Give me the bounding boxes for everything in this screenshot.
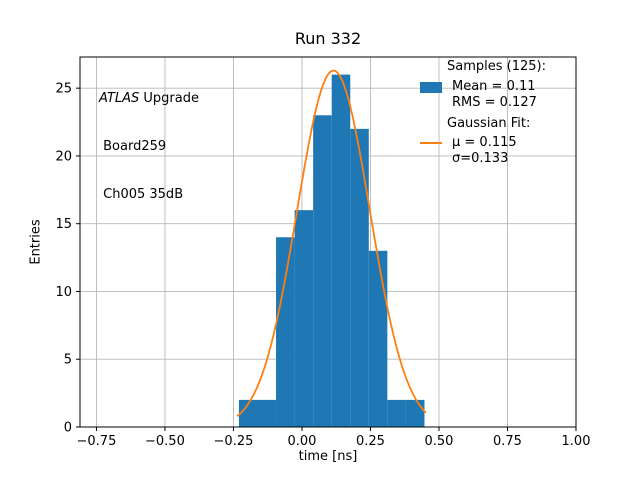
annotation-line-3: Ch005 35dB [99, 187, 184, 202]
x-tick-label: −0.75 [77, 434, 117, 449]
x-tick-label: −0.25 [214, 434, 254, 449]
x-tick-label: −0.50 [145, 434, 185, 449]
y-axis-label: Entries [28, 219, 44, 265]
x-axis-label: time [ns] [298, 449, 358, 464]
legend-mu-label: μ = 0.115 [452, 135, 517, 150]
x-tick-label: 0.25 [356, 434, 385, 449]
histogram-bar [294, 210, 314, 427]
histogram-swatch-icon [420, 81, 442, 93]
histogram-bar [387, 399, 406, 427]
histogram-bar [276, 237, 295, 427]
legend-entry-fit: μ = 0.115 [420, 135, 546, 151]
annotation-upgrade: Upgrade [139, 91, 199, 106]
x-tick-label: 1.00 [562, 434, 591, 449]
legend-mean-label: Mean = 0.11 [452, 79, 536, 94]
legend-entry-histogram: Mean = 0.11 [420, 79, 546, 95]
y-tick-label: 10 [55, 285, 72, 300]
plot-annotation: ATLAS Upgrade Board259 Ch005 35dB [99, 59, 199, 235]
histogram-bar [331, 74, 351, 428]
histogram-bar [368, 250, 388, 427]
chart-title: Run 332 [294, 29, 362, 48]
y-tick-label: 20 [55, 149, 72, 164]
fit-line-swatch-icon [420, 142, 442, 144]
histogram-bar [350, 128, 369, 427]
histogram-bar [313, 115, 332, 427]
y-tick-label: 15 [55, 217, 72, 232]
legend-fit-header: Gaussian Fit: [447, 116, 531, 131]
x-tick-label: 0.00 [287, 434, 316, 449]
histogram-bar [405, 399, 425, 427]
axis-ticks: −0.75 −0.50 −0.25 0.00 0.25 0.50 0.75 1.00 0 5 10 1… [55, 82, 590, 449]
legend-rms-label: RMS = 0.127 [452, 95, 537, 110]
y-tick-label: 0 [64, 421, 72, 436]
legend-sigma-label: σ=0.133 [452, 151, 509, 166]
histogram-bar [257, 399, 277, 427]
axes-frame [79, 56, 577, 428]
legend-samples-header: Samples (125): [447, 59, 546, 74]
legend: Samples (125): Mean = 0.11 RMS = 0.127 G… [420, 59, 546, 167]
x-tick-label: 0.50 [425, 434, 454, 449]
histogram-bars [238, 74, 425, 428]
annotation-atlas: ATLAS [99, 91, 140, 106]
y-tick-label: 25 [55, 82, 72, 97]
annotation-line-2: Board259 [99, 139, 167, 154]
gaussian-fit-curve [236, 69, 427, 417]
annotation-line-1: ATLAS Upgrade [99, 91, 199, 107]
y-tick-label: 5 [64, 353, 72, 368]
histogram-bar [238, 399, 258, 427]
x-tick-label: 0.75 [493, 434, 522, 449]
